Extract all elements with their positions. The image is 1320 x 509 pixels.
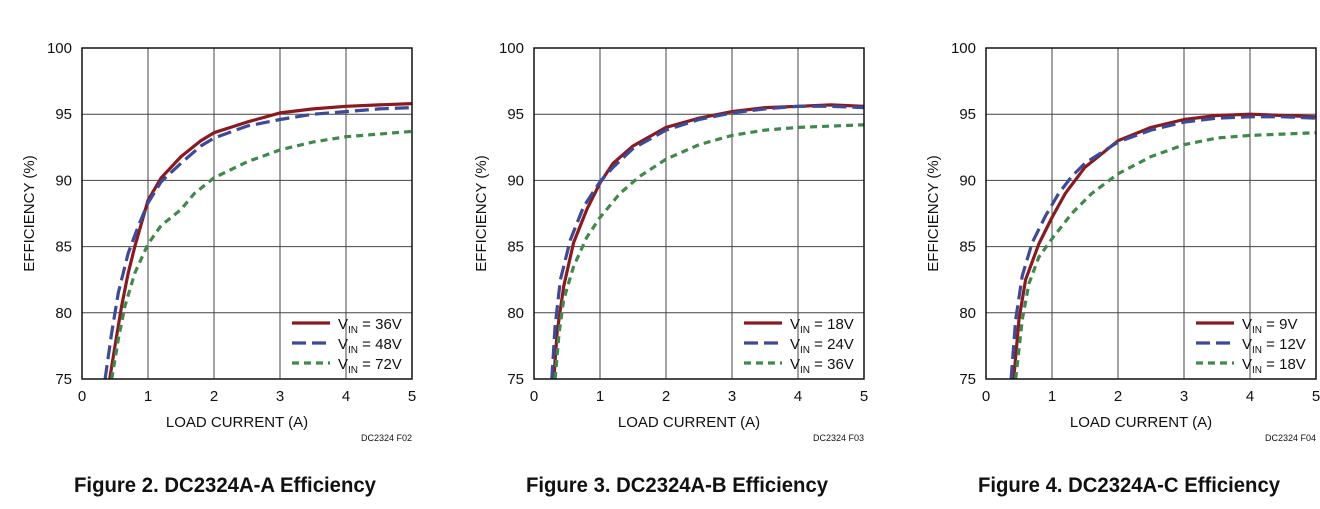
x-tick-label: 3 bbox=[728, 388, 736, 405]
chart-1: 0 1 2 3 4 5 75 80 85 90 95 100 LOAD CURRENT (A) EFFIC… bbox=[21, 40, 416, 497]
x-tick-label: 0 bbox=[982, 388, 990, 405]
y-tick-label: 75 bbox=[507, 371, 524, 388]
y-tick-label: 85 bbox=[507, 239, 524, 256]
x-tick-label: 1 bbox=[596, 388, 604, 405]
x-tick-label: 0 bbox=[530, 388, 538, 405]
figure-caption: Figure 3. DC2324A-B Efficiency bbox=[526, 474, 828, 497]
y-tick-label: 90 bbox=[959, 172, 976, 189]
y-tick-label: 75 bbox=[959, 371, 976, 388]
figure-caption: Figure 2. DC2324A-A Efficiency bbox=[74, 474, 376, 497]
y-tick-label: 100 bbox=[499, 40, 524, 57]
x-tick-label: 5 bbox=[408, 388, 416, 405]
x-axis-label: LOAD CURRENT (A) bbox=[618, 414, 760, 431]
figure-caption: Figure 4. DC2324A-C Efficiency bbox=[978, 474, 1280, 497]
legend-label: VIN = 24V bbox=[790, 336, 854, 356]
x-tick-label: 2 bbox=[210, 388, 218, 405]
chart-2: 0 1 2 3 4 5 75 80 85 90 95 100 LOAD CURRENT (A) EFFIC… bbox=[473, 40, 868, 497]
legend-label: VIN = 72V bbox=[338, 356, 402, 376]
y-tick-label: 80 bbox=[55, 305, 72, 322]
series-line-36v bbox=[108, 102, 412, 379]
y-tick-label: 95 bbox=[959, 106, 976, 123]
x-axis-label: LOAD CURRENT (A) bbox=[166, 414, 308, 431]
x-tick-label: 5 bbox=[860, 388, 868, 405]
x-tick-label: 3 bbox=[1180, 388, 1188, 405]
series-line-18v bbox=[552, 103, 864, 379]
legend-label: VIN = 36V bbox=[790, 356, 854, 376]
y-tick-label: 95 bbox=[507, 106, 524, 123]
series-line-48v bbox=[103, 106, 412, 379]
x-tick-label: 4 bbox=[342, 388, 350, 405]
figure-code: DC2324 F04 bbox=[1265, 433, 1316, 443]
x-tick-label: 3 bbox=[276, 388, 284, 405]
chart-3: 0 1 2 3 4 5 75 80 85 90 95 100 LOAD CURRENT (A) EFFIC… bbox=[925, 40, 1320, 497]
legend-label: VIN = 18V bbox=[1242, 356, 1306, 376]
y-tick-label: 90 bbox=[55, 172, 72, 189]
y-tick-label: 80 bbox=[959, 305, 976, 322]
y-axis-label: EFFICIENCY (%) bbox=[925, 155, 942, 271]
legend-label: VIN = 36V bbox=[338, 316, 402, 336]
x-tick-label: 5 bbox=[1312, 388, 1320, 405]
series-line-18v bbox=[1014, 131, 1316, 379]
x-tick-label: 0 bbox=[78, 388, 86, 405]
x-tick-label: 2 bbox=[1114, 388, 1122, 405]
x-tick-label: 1 bbox=[1048, 388, 1056, 405]
plot-frame bbox=[81, 47, 413, 380]
figure-code: DC2324 F03 bbox=[813, 433, 864, 443]
x-tick-label: 4 bbox=[1246, 388, 1254, 405]
y-tick-label: 95 bbox=[55, 106, 72, 123]
series-line-72v bbox=[110, 129, 412, 379]
plot-frame bbox=[985, 47, 1317, 380]
x-tick-label: 4 bbox=[794, 388, 802, 405]
x-axis-label: LOAD CURRENT (A) bbox=[1070, 414, 1212, 431]
y-tick-label: 85 bbox=[959, 239, 976, 256]
y-axis-label: EFFICIENCY (%) bbox=[21, 155, 38, 271]
y-tick-label: 100 bbox=[47, 40, 72, 57]
y-tick-label: 85 bbox=[55, 239, 72, 256]
legend-label: VIN = 12V bbox=[1242, 336, 1306, 356]
x-tick-label: 2 bbox=[662, 388, 670, 405]
plot-frame bbox=[533, 47, 865, 380]
series-line-24v bbox=[550, 104, 864, 379]
y-tick-label: 80 bbox=[507, 305, 524, 322]
legend-label: VIN = 48V bbox=[338, 336, 402, 356]
y-tick-label: 90 bbox=[507, 172, 524, 189]
legend-label: VIN = 9V bbox=[1242, 316, 1297, 336]
legend-label: VIN = 18V bbox=[790, 316, 854, 336]
y-tick-label: 100 bbox=[951, 40, 976, 57]
y-axis-label: EFFICIENCY (%) bbox=[473, 155, 490, 271]
series-line-36v bbox=[553, 123, 864, 379]
x-tick-label: 1 bbox=[144, 388, 152, 405]
figure-code: DC2324 F02 bbox=[361, 433, 412, 443]
y-tick-label: 75 bbox=[55, 371, 72, 388]
